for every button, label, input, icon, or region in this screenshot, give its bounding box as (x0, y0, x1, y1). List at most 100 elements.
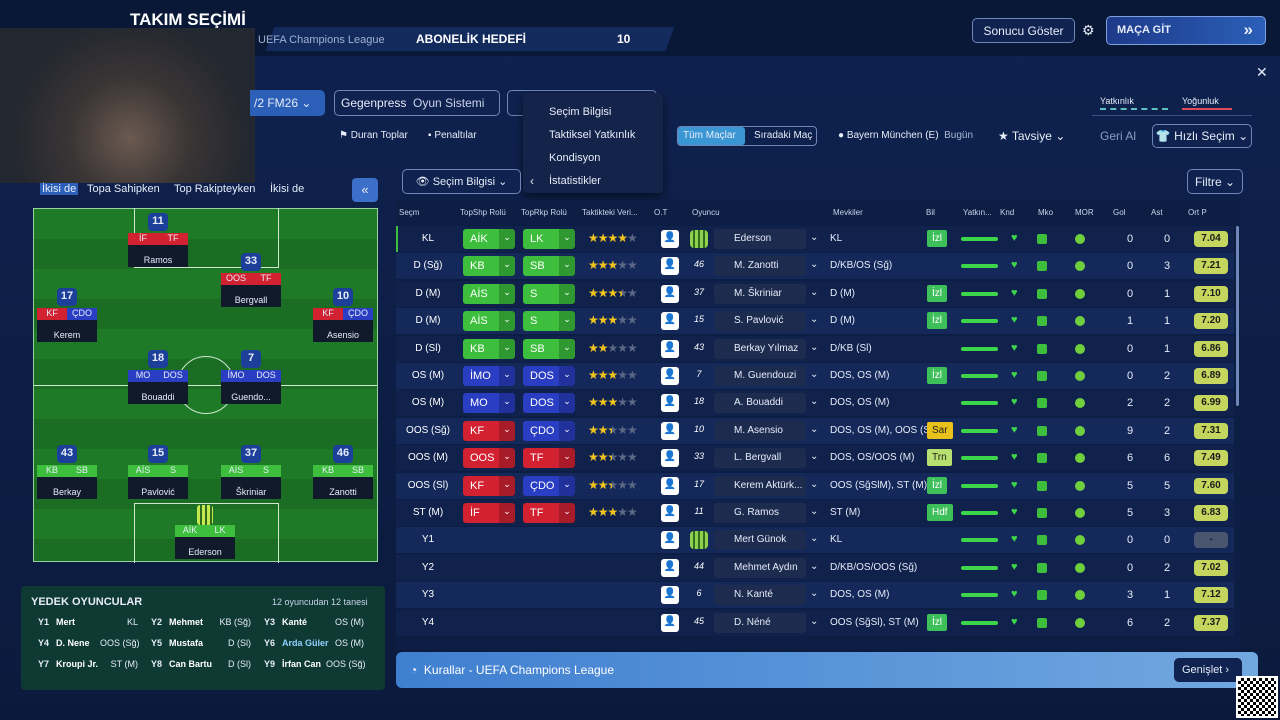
sub-name[interactable]: Mustafa (169, 638, 204, 648)
player-name[interactable]: N. Kanté (714, 585, 806, 606)
role-select[interactable]: DOS ⌄ (523, 366, 575, 386)
role-select[interactable]: TF ⌄ (523, 503, 575, 523)
role-select[interactable]: MO ⌄ (463, 393, 515, 414)
column-header[interactable]: Knd (1000, 208, 1015, 217)
style-select[interactable]: Gegenpress Oyun Sistemi (334, 90, 500, 116)
phase-tab[interactable]: Topa Sahipken (87, 183, 160, 195)
role-select[interactable]: İF ⌄ (463, 503, 515, 523)
formation-select[interactable]: /2 FM26 ⌄ (250, 90, 325, 116)
column-header[interactable]: Mevkiler (833, 208, 863, 217)
column-header[interactable]: Taktikteki Veri... (582, 208, 638, 217)
goals: 0 (1126, 342, 1134, 355)
role: İF (128, 233, 158, 245)
player-name[interactable]: S. Pavlović (714, 311, 806, 332)
column-header[interactable]: Mko (1038, 208, 1054, 217)
role-select[interactable]: OOS ⌄ (463, 448, 515, 469)
role-select[interactable]: KF ⌄ (463, 420, 515, 441)
player-name[interactable]: M. Guendouzi (714, 366, 806, 386)
label: OOS (470, 452, 495, 465)
toggle-option[interactable]: Sıradaki Maç (754, 130, 812, 141)
player-name[interactable]: A. Bouaddi (714, 393, 806, 414)
advice-select[interactable]: ★ Tavsiye ⌄ (998, 129, 1066, 143)
column-header[interactable]: TopRkp Rolü (521, 208, 567, 217)
tab[interactable]: ▪ Penaltılar (428, 130, 477, 141)
column-header[interactable]: O.T (654, 208, 668, 217)
sharpness-icon (1037, 316, 1047, 327)
go-match-button[interactable]: MAÇA GİT» (1106, 16, 1266, 45)
player-name[interactable]: D. Néné (714, 612, 806, 633)
phase-tab[interactable]: Top Rakipteyken (174, 183, 256, 195)
role-select[interactable]: KB ⌄ (463, 338, 515, 359)
column-header[interactable]: MOR (1075, 208, 1094, 217)
column-header[interactable]: Gol (1113, 208, 1126, 217)
settings-icon[interactable]: ⚙ (1082, 22, 1095, 38)
shirt-number: 43 (693, 341, 704, 352)
role-select[interactable]: KF ⌄ (463, 475, 515, 496)
toggle-option[interactable]: Tüm Maçlar (678, 127, 745, 145)
positions: D (M) (830, 287, 855, 299)
sub-name[interactable]: D. Nene (56, 638, 90, 648)
view-select[interactable]: 👁 Seçim Bilgisi ⌄ (402, 169, 521, 194)
menu-item[interactable]: Taktiksel Yatkınlık (549, 129, 636, 141)
prev[interactable]: ‹ (530, 174, 534, 188)
chevron: ⌄ (559, 475, 575, 496)
sub-name[interactable]: İrfan Can (282, 659, 322, 669)
sub-name[interactable]: Can Bartu (169, 659, 213, 669)
role-select[interactable]: DOS ⌄ (523, 393, 575, 414)
label: Filtre (1194, 174, 1222, 189)
phase-tab[interactable]: İkisi de (40, 183, 79, 195)
role-select[interactable]: TF ⌄ (523, 448, 575, 469)
stars: ★★★★★★★★★★ (588, 505, 638, 519)
menu-item[interactable]: Seçim Bilgisi (549, 106, 612, 118)
role-select[interactable]: KB ⌄ (463, 256, 515, 277)
sub-name[interactable]: Mehmet (169, 617, 204, 627)
role-select[interactable]: SB ⌄ (523, 256, 575, 277)
info-tag: Sar (927, 421, 953, 439)
menu-item[interactable]: Kondisyon (549, 152, 601, 164)
filter[interactable]: Filtre ⌄ (1187, 169, 1243, 194)
close[interactable]: ✕ (1256, 64, 1268, 80)
collapse[interactable]: « (352, 178, 378, 202)
role-select[interactable]: ÇDO ⌄ (523, 420, 575, 441)
column-header[interactable]: Oyuncu (692, 208, 720, 217)
column-header[interactable]: Ast (1151, 208, 1163, 217)
column-header[interactable]: Bil (926, 208, 935, 217)
player-name[interactable]: M. Asensio (714, 420, 806, 441)
role-select[interactable]: AİS ⌄ (463, 283, 515, 304)
column-header[interactable]: Seçm (399, 208, 420, 217)
player-name[interactable]: Mert Günok (714, 530, 806, 551)
column-header[interactable]: TopShp Rolü (460, 208, 506, 217)
tab[interactable]: ⚑ Duran Toplar (339, 130, 408, 141)
player-name[interactable]: Ederson (714, 229, 806, 249)
role-select[interactable]: S ⌄ (523, 311, 575, 332)
role-select[interactable]: SB ⌄ (523, 338, 575, 359)
role-select[interactable]: LK ⌄ (523, 229, 575, 249)
label: S (530, 287, 538, 300)
role-select[interactable]: S ⌄ (523, 283, 575, 304)
column-header[interactable]: Ort P (1188, 208, 1207, 217)
player-name[interactable]: Berkay Yılmaz (714, 338, 806, 359)
sub-name[interactable]: Kroupi Jr. (56, 659, 99, 669)
role-select[interactable]: AİS ⌄ (463, 311, 515, 332)
sub-name[interactable]: Kanté (282, 617, 308, 627)
role-select[interactable]: İMO ⌄ (463, 366, 515, 386)
phase-tab[interactable]: İkisi de (270, 183, 305, 195)
sub-name[interactable]: Arda Güler (282, 638, 329, 648)
undo[interactable]: Geri Al (1100, 129, 1136, 143)
menu-item[interactable]: İstatistikler (549, 175, 601, 187)
player-name[interactable]: G. Ramos (714, 503, 806, 523)
quick-pick[interactable]: 👕 Hızlı Seçim ⌄ (1152, 124, 1252, 148)
role-select[interactable]: ÇDO ⌄ (523, 475, 575, 496)
position: OS (M) (411, 370, 445, 381)
role-select[interactable]: AİK ⌄ (463, 229, 515, 249)
column-header[interactable]: Yatkın... (963, 208, 992, 217)
player-name[interactable]: M. Zanotti (714, 256, 806, 277)
show-result-button[interactable]: Sonucu Göster (972, 18, 1075, 43)
morale-icon (1075, 398, 1085, 409)
player-name[interactable]: Mehmet Aydın (714, 557, 806, 578)
player-name[interactable]: L. Bergvall (714, 448, 806, 469)
expand[interactable]: Genişlet › (1174, 658, 1242, 682)
sub-name[interactable]: Mert (56, 617, 76, 627)
player-name[interactable]: M. Škriniar (714, 283, 806, 304)
player-name[interactable]: Kerem Aktürk... (714, 475, 806, 496)
